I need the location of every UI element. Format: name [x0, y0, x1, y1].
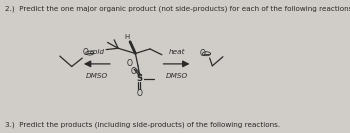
Text: O: O	[131, 66, 137, 76]
Text: DMSO: DMSO	[166, 73, 188, 79]
Text: O: O	[83, 48, 89, 57]
Text: heat: heat	[168, 49, 185, 55]
Text: O: O	[199, 49, 205, 58]
Text: cold: cold	[89, 49, 104, 55]
Text: O: O	[127, 59, 133, 68]
Text: DMSO: DMSO	[86, 73, 108, 79]
Text: O: O	[136, 89, 142, 98]
Text: 3.)  Predict the products (including side-products) of the following reactions.: 3.) Predict the products (including side…	[5, 121, 280, 128]
Text: H: H	[124, 34, 130, 40]
Text: 2.)  Predict the one major organic product (not side-products) for each of the f: 2.) Predict the one major organic produc…	[5, 5, 350, 12]
Text: S: S	[136, 74, 142, 83]
